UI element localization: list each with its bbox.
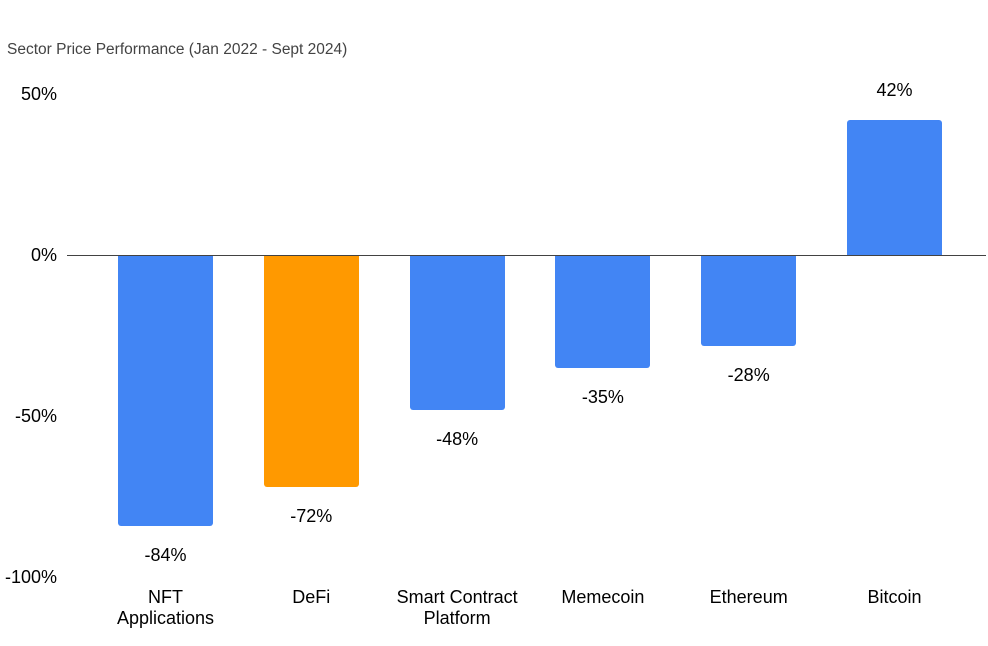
bar-smart-contract-platform bbox=[409, 256, 505, 410]
value-label-bitcoin: 42% bbox=[876, 80, 913, 101]
y-tick-label-50: 50% bbox=[20, 84, 57, 105]
category-label-ethereum: Ethereum bbox=[709, 587, 788, 607]
category-label-nft-applications: NFT Applications bbox=[116, 587, 215, 628]
bar-ethereum bbox=[701, 256, 797, 346]
x-axis-zero-line bbox=[67, 254, 986, 257]
y-tick-label-100: -100% bbox=[4, 566, 57, 587]
value-label-defi: -72% bbox=[290, 505, 333, 526]
category-label-defi: DeFi bbox=[292, 587, 331, 607]
value-label-smart-contract-platform: -48% bbox=[436, 428, 479, 449]
category-label-bitcoin: Bitcoin bbox=[867, 587, 922, 607]
value-label-ethereum: -28% bbox=[727, 364, 770, 385]
category-label-memecoin: Memecoin bbox=[561, 587, 645, 607]
y-tick-label-50: -50% bbox=[14, 405, 57, 426]
bar-defi bbox=[263, 256, 359, 487]
bar-bitcoin bbox=[847, 120, 942, 255]
y-tick-label-0: 0% bbox=[30, 245, 57, 265]
bar-nft-applications bbox=[118, 256, 213, 526]
category-label-smart-contract-platform: Smart Contract Platform bbox=[396, 587, 518, 628]
value-label-nft-applications: -84% bbox=[144, 544, 187, 565]
bar-memecoin bbox=[555, 256, 651, 369]
chart-title: Sector Price Performance (Jan 2022 - Sep… bbox=[7, 41, 348, 58]
value-label-memecoin: -35% bbox=[581, 387, 624, 408]
